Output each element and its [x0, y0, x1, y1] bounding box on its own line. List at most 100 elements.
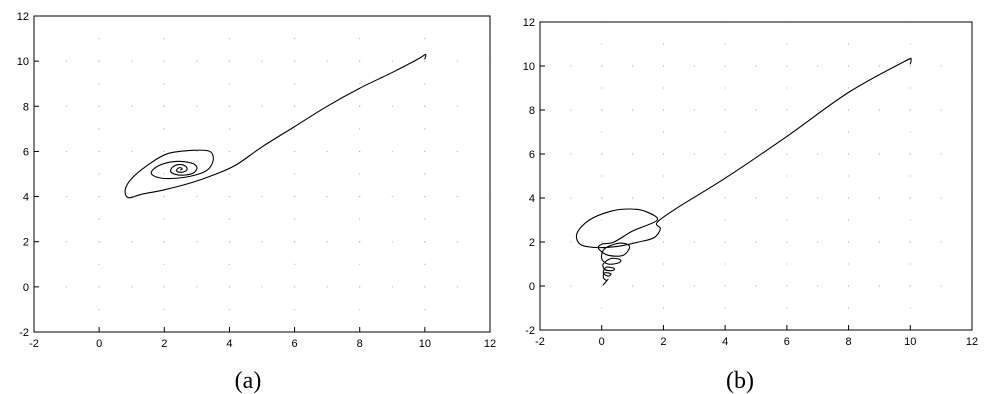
grid-dot [786, 197, 788, 199]
plot-frame-b [539, 21, 973, 331]
grid-dot [65, 241, 68, 243]
grid-dot [662, 131, 665, 133]
grid-dot [359, 308, 361, 311]
grid-dot [98, 83, 100, 85]
grid-dot [293, 308, 296, 311]
grid-dot [456, 195, 459, 198]
grid-dot [631, 65, 634, 67]
grid-dot [293, 60, 296, 62]
grid-dot [359, 195, 361, 198]
grid-dot [456, 241, 459, 243]
grid-dot [878, 109, 881, 111]
grid-dot [601, 219, 603, 221]
grid-dot [909, 263, 911, 265]
x-tick-label: 4 [226, 338, 232, 350]
grid-dot [940, 241, 942, 243]
grid-dot [724, 241, 726, 243]
grid-dot [326, 195, 328, 198]
grid-dot [786, 241, 788, 243]
grid-dot [424, 195, 426, 198]
y-tick-label: 0 [529, 281, 535, 293]
grid-dot [196, 286, 198, 288]
grid-dot [424, 128, 426, 130]
grid-dot [878, 241, 881, 243]
x-tick-label: 8 [357, 338, 363, 350]
grid-dot [786, 175, 788, 177]
grid-dot [359, 263, 361, 265]
grid-dot [693, 109, 695, 111]
grid-dot [163, 128, 165, 130]
trajectory-curve-a [124, 53, 427, 199]
y-tick-label: -2 [525, 325, 535, 337]
grid-dot [724, 87, 726, 89]
grid-dot [228, 241, 231, 243]
x-tick-label: 0 [96, 338, 102, 350]
grid-dot [293, 195, 296, 198]
grid-dot [601, 241, 603, 243]
x-tick-label: 2 [161, 338, 167, 350]
axis-ticks-a: -2 0 2 4 6 8 10 12 -2 0 2 4 6 8 10 12 [17, 11, 496, 350]
grid-dot [847, 307, 850, 309]
grid-dot [662, 241, 665, 243]
x-tick-label: -2 [535, 336, 545, 348]
grid-dot [163, 83, 165, 85]
grid-dot [662, 263, 665, 265]
grid-a [33, 15, 491, 333]
y-tick-label: 0 [23, 282, 29, 294]
grid-dot [98, 286, 100, 288]
grid-dot [424, 308, 426, 311]
grid-dot [724, 285, 726, 287]
grid-dot [163, 105, 165, 107]
grid-dot [724, 131, 726, 133]
grid-dot [293, 241, 296, 243]
grid-dot [878, 285, 881, 287]
grid-dot [163, 286, 165, 288]
grid-dot [909, 43, 911, 45]
grid-dot [724, 197, 726, 199]
grid-dot [131, 150, 133, 153]
x-tick-label: -2 [29, 338, 39, 350]
grid-dot [228, 150, 231, 153]
grid-dot [724, 263, 726, 265]
grid-dot [196, 195, 198, 198]
axis-ticks-b: -2 0 2 4 6 8 10 12 -2 0 2 4 6 8 10 12 [523, 17, 978, 348]
grid-dot [359, 60, 361, 62]
grid-dot [424, 105, 426, 107]
grid-dot [359, 241, 361, 243]
grid-dot [693, 285, 695, 287]
x-tick-label: 6 [784, 336, 790, 348]
grid-dot [65, 286, 68, 288]
grid-dot [909, 219, 911, 221]
grid-dot [98, 263, 100, 265]
grid-dot [163, 60, 165, 62]
grid-dot [359, 286, 361, 288]
y-tick-label: 4 [529, 193, 535, 205]
y-tick-label: 12 [523, 17, 535, 29]
grid-dot [601, 131, 603, 133]
grid-dot [601, 285, 603, 287]
grid-dot [847, 175, 850, 177]
grid-dot [424, 286, 426, 288]
grid-dot [570, 153, 572, 155]
x-tick-label: 0 [599, 336, 605, 348]
grid-dot [601, 109, 603, 111]
panel-b: -2 0 2 4 6 8 10 12 -2 0 2 4 6 8 10 12 (b) [523, 17, 978, 394]
y-tick-label: 8 [529, 105, 535, 117]
grid-dot [65, 195, 68, 198]
grid-dot [228, 37, 231, 40]
grid-dot [228, 308, 231, 311]
grid-dot [755, 109, 757, 111]
grid-dot [326, 286, 328, 288]
grid-dot [131, 105, 133, 107]
grid-dot [847, 153, 850, 155]
grid-dot [662, 175, 665, 177]
grid-dot [391, 150, 393, 153]
grid-dot [424, 37, 426, 40]
panel-label-a: (a) [235, 368, 262, 394]
grid-dot [631, 109, 634, 111]
grid-dot [940, 197, 942, 199]
grid-dot [601, 197, 603, 199]
grid-dot [786, 153, 788, 155]
grid-dot [724, 219, 726, 221]
grid-dot [786, 65, 788, 67]
